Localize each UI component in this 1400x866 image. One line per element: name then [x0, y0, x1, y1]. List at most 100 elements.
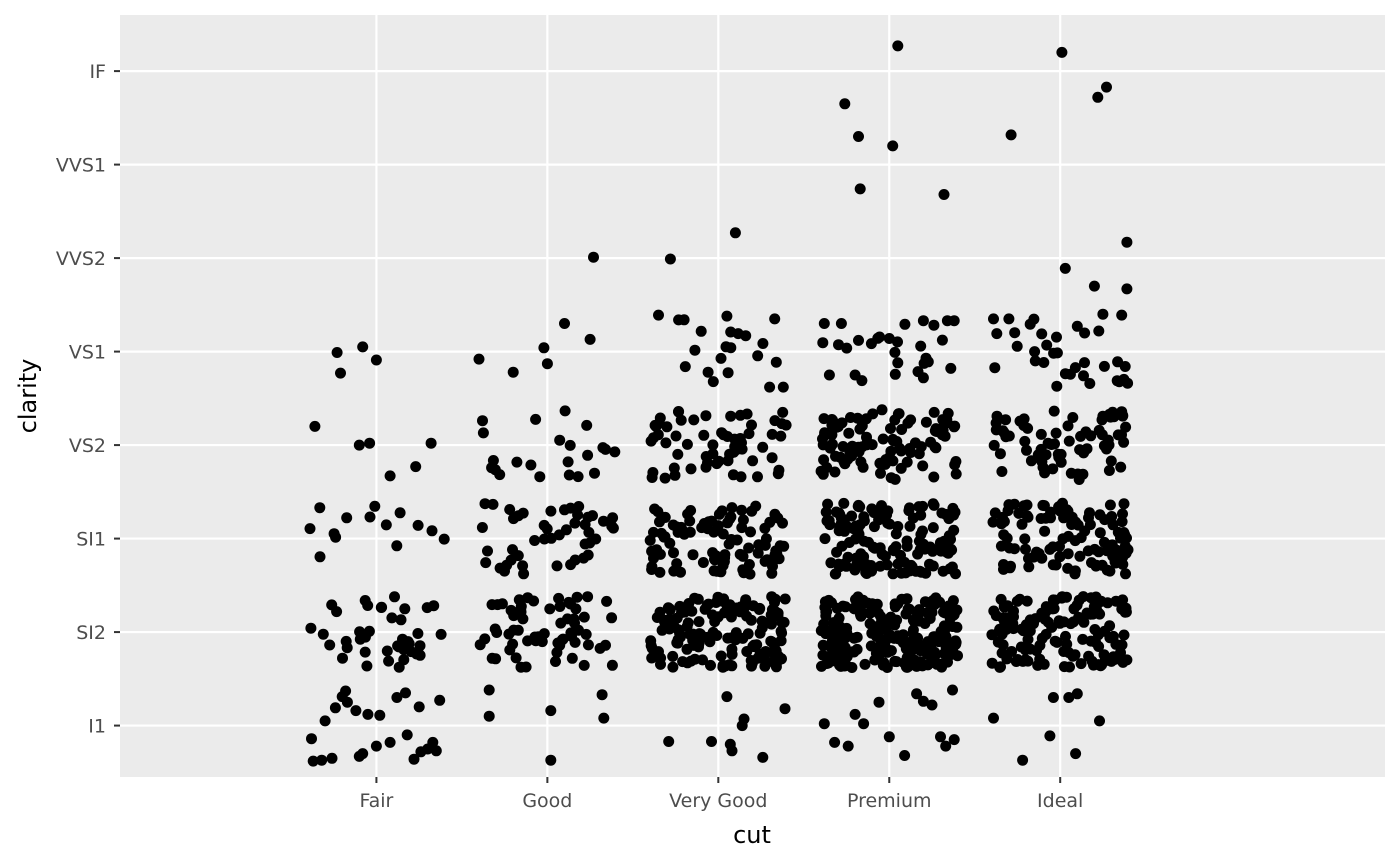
data-point	[653, 417, 665, 429]
data-point	[1116, 309, 1128, 321]
data-point	[860, 413, 872, 425]
data-point	[951, 604, 963, 616]
data-point	[843, 427, 855, 439]
data-point	[947, 684, 958, 696]
data-point	[564, 439, 576, 451]
data-point	[1073, 474, 1085, 485]
data-point	[648, 526, 659, 538]
data-point	[741, 646, 753, 657]
data-point	[1003, 313, 1015, 325]
data-point	[940, 740, 952, 752]
data-point	[948, 315, 960, 327]
data-point	[582, 639, 594, 651]
data-point	[766, 428, 778, 440]
data-point	[707, 626, 719, 638]
data-point	[1101, 81, 1112, 93]
data-point	[889, 473, 901, 485]
data-point	[579, 538, 591, 550]
data-point	[765, 635, 777, 647]
data-point	[889, 368, 901, 380]
data-point	[713, 508, 725, 520]
data-point	[918, 357, 930, 369]
data-point	[394, 507, 406, 519]
data-point	[341, 512, 353, 524]
data-point	[905, 447, 917, 458]
data-point	[1031, 645, 1042, 657]
data-point	[503, 628, 515, 640]
data-point	[989, 507, 1001, 519]
data-point	[853, 559, 865, 571]
data-point	[688, 414, 700, 426]
data-point	[654, 606, 666, 618]
data-point	[374, 709, 386, 721]
data-point	[1067, 650, 1079, 662]
data-point	[735, 471, 747, 483]
data-point	[1019, 533, 1031, 545]
data-point	[1030, 549, 1042, 561]
data-point	[707, 448, 719, 460]
data-point	[1117, 508, 1128, 520]
data-point	[1121, 283, 1133, 295]
data-point	[582, 591, 594, 603]
data-point	[1038, 357, 1050, 368]
data-point	[381, 645, 393, 657]
data-point	[952, 650, 963, 662]
data-point	[887, 568, 899, 580]
data-point	[745, 526, 756, 538]
data-point	[900, 593, 912, 605]
data-point	[1021, 510, 1033, 522]
data-point	[491, 627, 503, 638]
data-point	[578, 611, 590, 623]
data-point	[1040, 512, 1052, 524]
data-point	[831, 419, 843, 430]
data-point	[770, 356, 782, 368]
data-point	[598, 712, 610, 724]
x-tick-label: Very Good	[669, 790, 767, 812]
data-point	[569, 636, 581, 648]
data-point	[483, 684, 495, 696]
data-point	[1044, 543, 1056, 555]
data-point	[746, 657, 758, 669]
data-point	[663, 736, 675, 747]
data-point	[565, 559, 577, 571]
data-point	[693, 616, 705, 628]
data-point	[369, 500, 381, 512]
data-point	[685, 463, 697, 475]
data-point	[1029, 355, 1041, 367]
data-point	[656, 527, 667, 539]
data-point	[664, 537, 676, 549]
data-point	[835, 318, 847, 329]
data-point	[700, 461, 712, 473]
data-point	[1008, 498, 1020, 510]
data-point	[757, 338, 769, 349]
data-point	[350, 705, 362, 717]
data-point	[335, 367, 346, 379]
x-axis-title: cut	[733, 821, 771, 849]
data-point	[945, 362, 957, 374]
data-point	[1075, 658, 1087, 670]
data-point	[1021, 499, 1033, 511]
data-point	[357, 748, 369, 760]
data-point	[1059, 262, 1071, 274]
data-point	[986, 657, 998, 669]
data-point	[664, 253, 676, 265]
data-point	[902, 417, 914, 429]
data-point	[856, 375, 868, 387]
data-point	[530, 413, 542, 425]
data-point	[759, 522, 771, 534]
data-point	[819, 533, 831, 545]
data-point	[736, 504, 748, 516]
data-point	[1094, 715, 1105, 727]
data-point	[1104, 499, 1116, 511]
data-point	[823, 515, 835, 527]
data-point	[817, 337, 829, 349]
data-point	[837, 441, 849, 452]
data-point	[892, 357, 904, 369]
data-point	[838, 497, 850, 509]
data-point	[1093, 325, 1105, 337]
data-point	[607, 522, 619, 534]
data-point	[996, 647, 1008, 659]
data-point	[854, 501, 866, 513]
data-point	[915, 566, 927, 578]
data-point	[743, 428, 755, 440]
